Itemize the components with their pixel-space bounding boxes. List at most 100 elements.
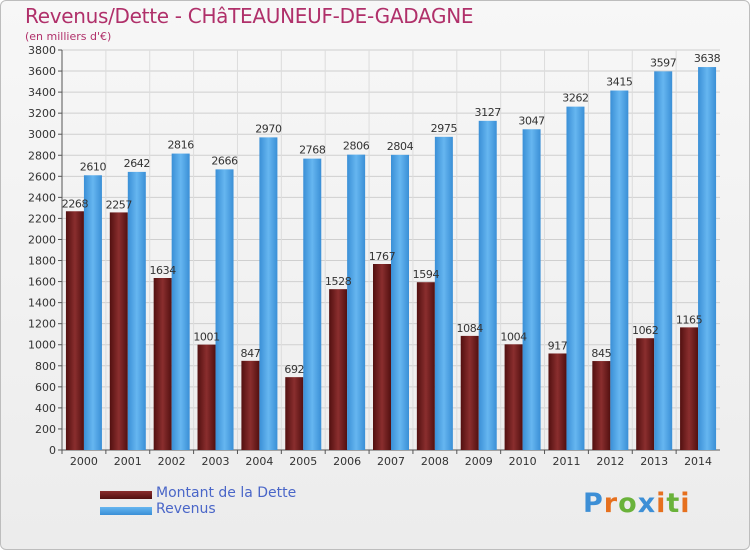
bar-revenus-2012: [610, 90, 629, 451]
x-tick-label-2014: 2014: [684, 455, 712, 468]
bar-dette-2010: [504, 344, 523, 450]
data-labels: 2268 2610 2257 2642 1634 2816 1001 2666 847 2970 6…: [62, 52, 721, 376]
y-tick-label: 2000: [28, 233, 56, 246]
bar-revenus-2013: [654, 71, 673, 451]
data-label-dette-2011: 917: [548, 339, 568, 352]
bar-revenus-2014: [698, 67, 717, 450]
x-tick-label-2008: 2008: [421, 455, 449, 468]
data-label-revenus-2011: 3262: [562, 92, 588, 105]
data-label-dette-2009: 1084: [457, 322, 484, 335]
logo-letter: t: [666, 488, 681, 519]
logo-letter: r: [603, 488, 619, 519]
data-label-revenus-2010: 3047: [518, 114, 545, 127]
data-label-dette-2008: 1594: [413, 268, 440, 281]
bar-dette-2005: [285, 377, 304, 450]
x-tick-label-2000: 2000: [70, 455, 98, 468]
x-tick-label-2004: 2004: [245, 455, 273, 468]
bar-dette-2002: [153, 278, 172, 450]
data-label-dette-2014: 1165: [676, 313, 703, 326]
data-label-dette-2007: 1767: [369, 250, 396, 263]
bar-dette-2006: [329, 289, 348, 450]
legend-label-revenus: Revenus: [156, 501, 216, 517]
logo-letter: x: [637, 488, 657, 519]
data-label-dette-2000: 2268: [62, 197, 89, 210]
axes: 0 200 400 600 800 1000 1200 1400 1600 1800 2000 220…: [28, 44, 720, 468]
data-label-revenus-2006: 2806: [343, 140, 370, 153]
y-tick-label: 800: [35, 360, 56, 373]
x-tick-label-2006: 2006: [333, 455, 361, 468]
bar-dette-2013: [636, 338, 655, 450]
y-tick-label: 3600: [28, 65, 56, 78]
data-label-revenus-2012: 3415: [606, 76, 633, 89]
data-label-revenus-2005: 2768: [299, 144, 326, 157]
chart-title: Revenus/Dette - CHâTEAUNEUF-DE-GADAGNE: [25, 4, 474, 28]
logo-letter: o: [618, 488, 638, 519]
data-label-dette-2001: 2257: [106, 198, 133, 211]
x-tick-label-2003: 2003: [202, 455, 230, 468]
data-label-revenus-2013: 3597: [650, 56, 677, 69]
proxiti-logo: Proxiti: [583, 488, 691, 519]
bar-dette-2007: [373, 264, 391, 450]
data-label-revenus-2000: 2610: [80, 160, 107, 173]
y-tick-label: 3000: [28, 128, 56, 141]
bar-dette-2001: [109, 212, 128, 450]
y-tick-label: 2800: [28, 149, 56, 162]
bar-dette-2014: [680, 327, 699, 450]
data-label-dette-2010: 1004: [500, 330, 527, 343]
logo-letter: i: [656, 488, 667, 519]
y-tick-label: 2400: [28, 191, 56, 204]
bar-dette-2004: [241, 360, 260, 450]
bar-revenus-2000: [83, 175, 102, 450]
y-tick-label: 3800: [28, 44, 56, 57]
y-tick-label: 1000: [28, 339, 56, 352]
data-label-revenus-2008: 2975: [431, 122, 458, 135]
x-tick-label-2012: 2012: [596, 455, 624, 468]
bar-revenus-2004: [259, 137, 278, 451]
x-tick-label-2007: 2007: [377, 455, 405, 468]
x-tick-label-2013: 2013: [640, 455, 668, 468]
data-label-revenus-2009: 3127: [475, 106, 502, 119]
legend-label-debt: Montant de la Dette: [156, 485, 297, 501]
data-label-revenus-2002: 2816: [167, 139, 194, 152]
x-tick-label-2005: 2005: [289, 455, 317, 468]
data-label-dette-2013: 1062: [632, 324, 658, 337]
data-label-revenus-2007: 2804: [387, 140, 414, 153]
bar-dette-2009: [460, 335, 479, 450]
x-tick-label-2011: 2011: [552, 455, 580, 468]
bar-dette-2000: [65, 211, 84, 450]
bar-revenus-2010: [522, 129, 541, 450]
bar-revenus-2005: [303, 158, 322, 450]
bar-revenus-2011: [566, 106, 585, 450]
data-label-dette-2002: 1634: [149, 264, 176, 277]
legend-swatch-debt: [100, 491, 152, 499]
y-tick-label: 1200: [28, 318, 56, 331]
bar-dette-2012: [592, 361, 611, 450]
legend-swatch-revenus: [100, 507, 152, 515]
y-tick-label: 200: [35, 423, 56, 436]
data-label-revenus-2001: 2642: [124, 157, 150, 170]
data-label-dette-2005: 692: [284, 363, 304, 376]
y-tick-label: 600: [35, 381, 56, 394]
data-label-dette-2012: 845: [591, 347, 611, 360]
y-tick-label: 2600: [28, 170, 56, 183]
bar-revenus-2001: [127, 171, 146, 451]
y-tick-label: 1400: [28, 297, 56, 310]
x-tick-label-2009: 2009: [465, 455, 493, 468]
data-label-revenus-2014: 3638: [694, 52, 721, 65]
logo-letter: i: [680, 488, 691, 519]
x-tick-label-2010: 2010: [509, 455, 537, 468]
chart-subtitle: (en milliers d'€): [25, 30, 112, 43]
data-label-dette-2006: 1528: [325, 275, 352, 288]
bar-dette-2003: [197, 344, 216, 450]
bar-dette-2011: [548, 353, 567, 450]
y-tick-label: 1600: [28, 276, 56, 289]
data-label-dette-2004: 847: [241, 347, 261, 360]
bar-revenus-2002: [171, 153, 190, 450]
logo-letter: P: [583, 488, 604, 519]
bars: [65, 67, 717, 451]
data-label-dette-2003: 1001: [193, 331, 219, 344]
y-tick-label: 0: [49, 444, 56, 457]
y-tick-label: 400: [35, 402, 56, 415]
y-tick-label: 3400: [28, 86, 56, 99]
